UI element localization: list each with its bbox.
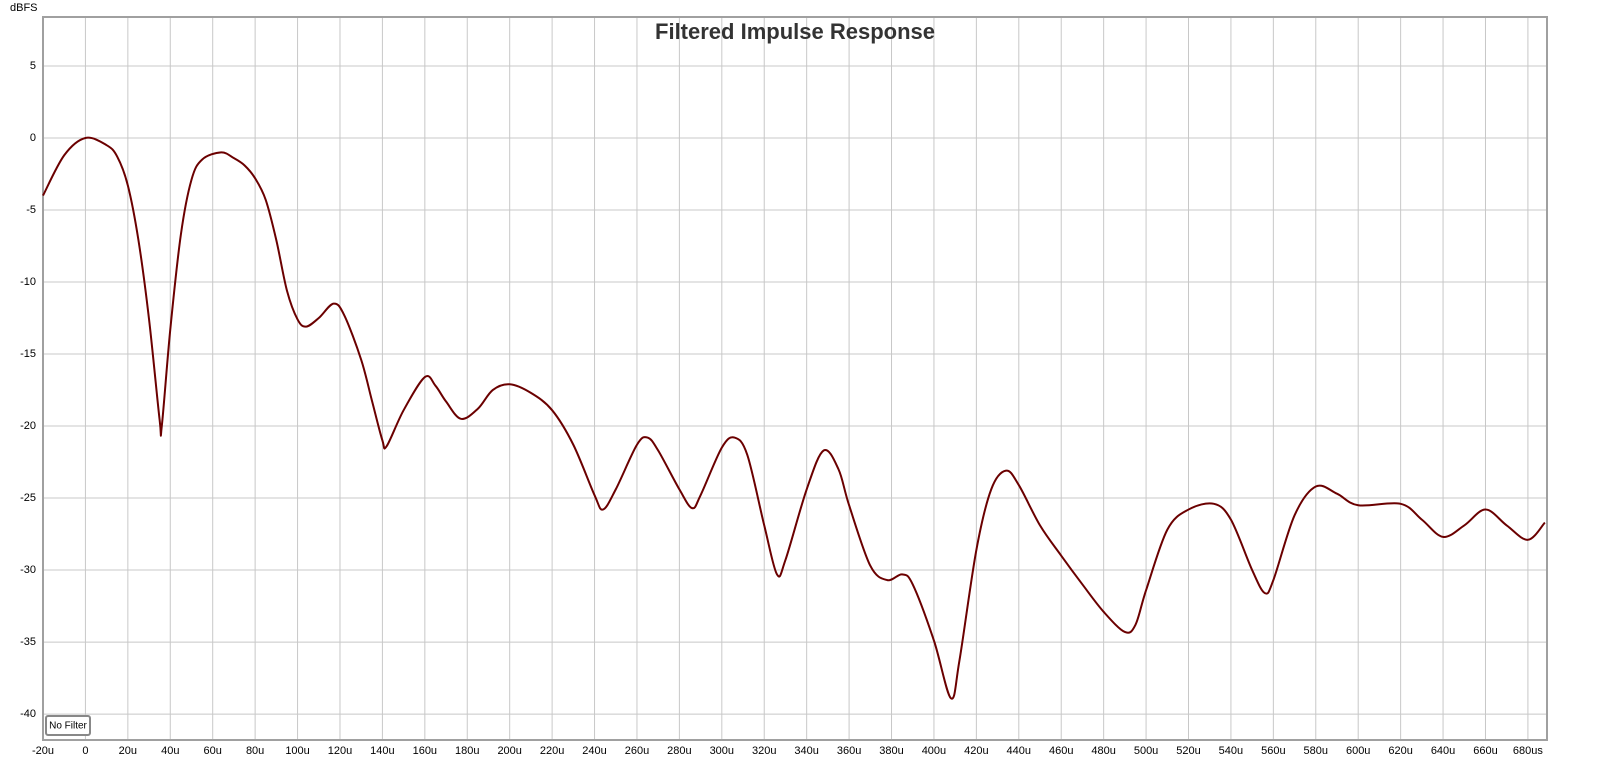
chart-title: Filtered Impulse Response: [655, 19, 935, 44]
y-tick-label: -10: [20, 276, 36, 288]
x-tick-label: 80u: [246, 745, 264, 757]
x-tick-label: 40u: [161, 745, 179, 757]
x-tick-label: 60u: [204, 745, 222, 757]
x-tick-label: 220u: [540, 745, 564, 757]
y-tick-label: -30: [20, 564, 36, 576]
x-tick-label: 260u: [625, 745, 649, 757]
x-tick-label: 480u: [1091, 745, 1115, 757]
x-tick-label: 500u: [1134, 745, 1158, 757]
x-tick-label: 360u: [837, 745, 861, 757]
y-tick-label: -15: [20, 348, 36, 360]
x-tick-label: 380u: [879, 745, 903, 757]
y-tick-label: -25: [20, 492, 36, 504]
x-tick-label: 300u: [710, 745, 734, 757]
x-tick-label: 180u: [455, 745, 479, 757]
x-tick-label: 340u: [794, 745, 818, 757]
x-tick-label: 320u: [752, 745, 776, 757]
x-tick-label: 440u: [1007, 745, 1031, 757]
y-tick-label: -35: [20, 636, 36, 648]
x-tick-label: 600u: [1346, 745, 1370, 757]
y-axis-label: dBFS: [10, 2, 38, 14]
x-tick-label: 560u: [1261, 745, 1285, 757]
filter-button[interactable]: No Filter: [45, 715, 91, 736]
x-tick-label: 620u: [1388, 745, 1412, 757]
x-tick-label: 0: [82, 745, 88, 757]
x-tick-label: 520u: [1176, 745, 1200, 757]
x-tick-label: 160u: [413, 745, 437, 757]
x-tick-label: 100u: [285, 745, 309, 757]
x-tick-label: 540u: [1219, 745, 1243, 757]
response-line: [42, 136, 1546, 700]
x-tick-label: 680us: [1513, 745, 1543, 757]
x-tick-label: 420u: [964, 745, 988, 757]
x-tick-label: 120u: [328, 745, 352, 757]
y-tick-label: -40: [20, 708, 36, 720]
x-tick-label: 640u: [1431, 745, 1455, 757]
x-tick-label: 140u: [370, 745, 394, 757]
plot-border: [42, 16, 1548, 741]
y-tick-label: 5: [30, 60, 36, 72]
x-tick-label: 200u: [497, 745, 521, 757]
x-tick-label: 580u: [1304, 745, 1328, 757]
x-tick-label: 660u: [1473, 745, 1497, 757]
x-tick-label: 460u: [1049, 745, 1073, 757]
x-tick-label: -20u: [32, 745, 54, 757]
y-tick-label: 0: [30, 132, 36, 144]
y-tick-label: -5: [26, 204, 36, 216]
y-tick-label: -20: [20, 420, 36, 432]
button-frame[interactable]: [45, 715, 91, 736]
x-tick-label: 20u: [119, 745, 137, 757]
x-tick-label: 240u: [582, 745, 606, 757]
x-tick-label: 280u: [667, 745, 691, 757]
button-label[interactable]: No Filter: [49, 721, 87, 732]
x-tick-label: 400u: [922, 745, 946, 757]
